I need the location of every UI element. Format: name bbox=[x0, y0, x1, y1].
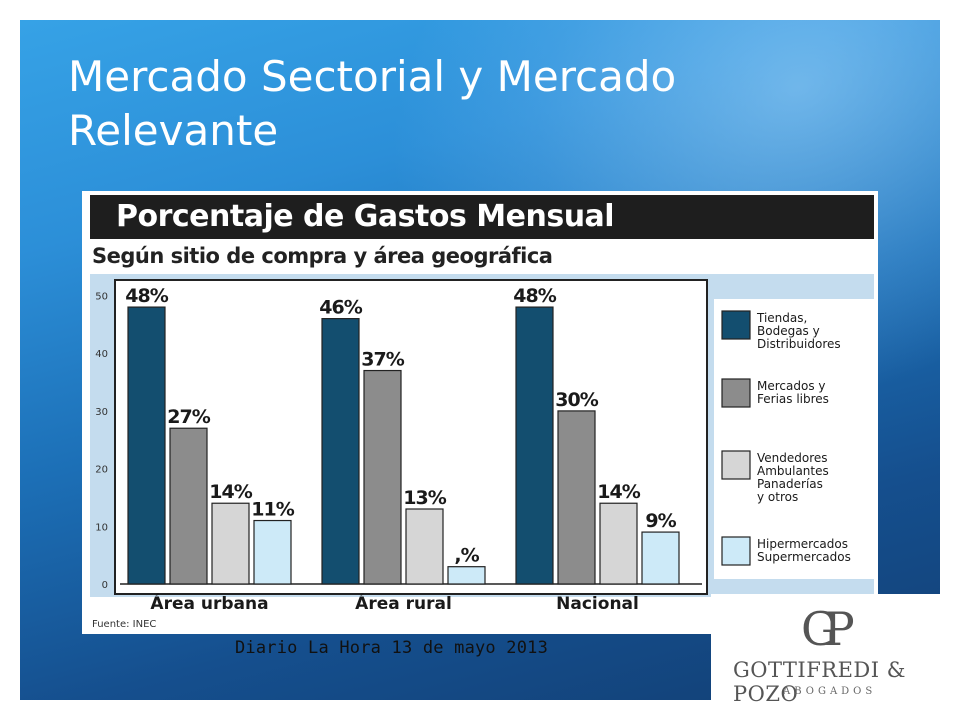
bar bbox=[363, 369, 402, 585]
logo-subtitle: ABOGADOS bbox=[783, 686, 877, 697]
x-category-label: Área rural bbox=[355, 592, 452, 614]
bar-value-label: 30% bbox=[555, 389, 598, 411]
legend-label: Supermercados bbox=[757, 550, 851, 564]
bar-value-label: 11% bbox=[251, 499, 294, 521]
bar-value-label: 9% bbox=[645, 510, 676, 532]
legend-label: Panaderías bbox=[757, 477, 823, 491]
bar bbox=[211, 502, 250, 585]
chart-title: Porcentaje de Gastos Mensual bbox=[116, 199, 615, 234]
bar-value-label: 13% bbox=[403, 487, 446, 509]
legend-swatch bbox=[721, 536, 751, 566]
bar bbox=[557, 410, 596, 585]
bar bbox=[405, 508, 444, 585]
legend-label: Ambulantes bbox=[757, 464, 829, 478]
bar-value-label: 14% bbox=[597, 481, 640, 503]
legend-label: Ferias libres bbox=[757, 392, 829, 406]
bar bbox=[321, 318, 360, 585]
bar-value-label: 48% bbox=[513, 285, 556, 307]
bar bbox=[515, 306, 554, 585]
y-tick-label: 20 bbox=[95, 465, 108, 476]
y-tick-label: 40 bbox=[95, 349, 108, 360]
bar-value-label: 27% bbox=[167, 406, 210, 428]
bar bbox=[447, 566, 486, 585]
bar-value-label: 48% bbox=[125, 285, 168, 307]
legend-swatch bbox=[721, 310, 751, 340]
y-tick-label: 50 bbox=[95, 292, 108, 303]
bar bbox=[253, 519, 292, 585]
bar bbox=[641, 531, 680, 585]
chart-subtitle: Según sitio de compra y área geográfica bbox=[92, 244, 553, 268]
bar bbox=[599, 502, 638, 585]
logo-monogram: GP bbox=[801, 602, 855, 656]
slide-title: Mercado Sectorial y Mercado Relevante bbox=[68, 52, 677, 155]
legend-swatch bbox=[721, 450, 751, 480]
chart-header: Porcentaje de Gastos Mensual bbox=[90, 195, 874, 239]
legend-panel bbox=[714, 299, 874, 579]
x-category-label: Área urbana bbox=[150, 592, 268, 614]
chart-source: Fuente: INEC bbox=[92, 619, 157, 630]
bar bbox=[169, 427, 208, 585]
legend-label: Distribuidores bbox=[757, 337, 841, 351]
bar bbox=[127, 306, 166, 585]
x-category-label: Nacional bbox=[556, 594, 639, 614]
legend-label: Vendedores bbox=[757, 451, 828, 465]
bar-value-label: 14% bbox=[209, 481, 252, 503]
legend-swatch bbox=[721, 378, 751, 408]
y-tick-label: 0 bbox=[102, 580, 108, 591]
bar-value-label: 37% bbox=[361, 349, 404, 371]
chart-image: Porcentaje de Gastos Mensual Según sitio… bbox=[82, 191, 878, 634]
y-tick-label: 10 bbox=[95, 522, 108, 533]
legend-label: Hipermercados bbox=[757, 537, 848, 551]
slide-caption: Diario La Hora 13 de mayo 2013 bbox=[235, 638, 549, 658]
y-tick-label: 30 bbox=[95, 407, 108, 418]
firm-logo: GP GOTTIFREDI & POZO ABOGADOS bbox=[711, 594, 940, 720]
bar-value-label: 46% bbox=[319, 297, 362, 319]
legend-label: Mercados y bbox=[757, 379, 825, 393]
logo-name: GOTTIFREDI & POZO bbox=[733, 658, 906, 706]
legend-label: Bodegas y bbox=[757, 324, 820, 338]
legend-label: y otros bbox=[757, 490, 798, 504]
legend-label: Tiendas, bbox=[756, 311, 807, 325]
bar-value-label: ,% bbox=[454, 545, 479, 567]
